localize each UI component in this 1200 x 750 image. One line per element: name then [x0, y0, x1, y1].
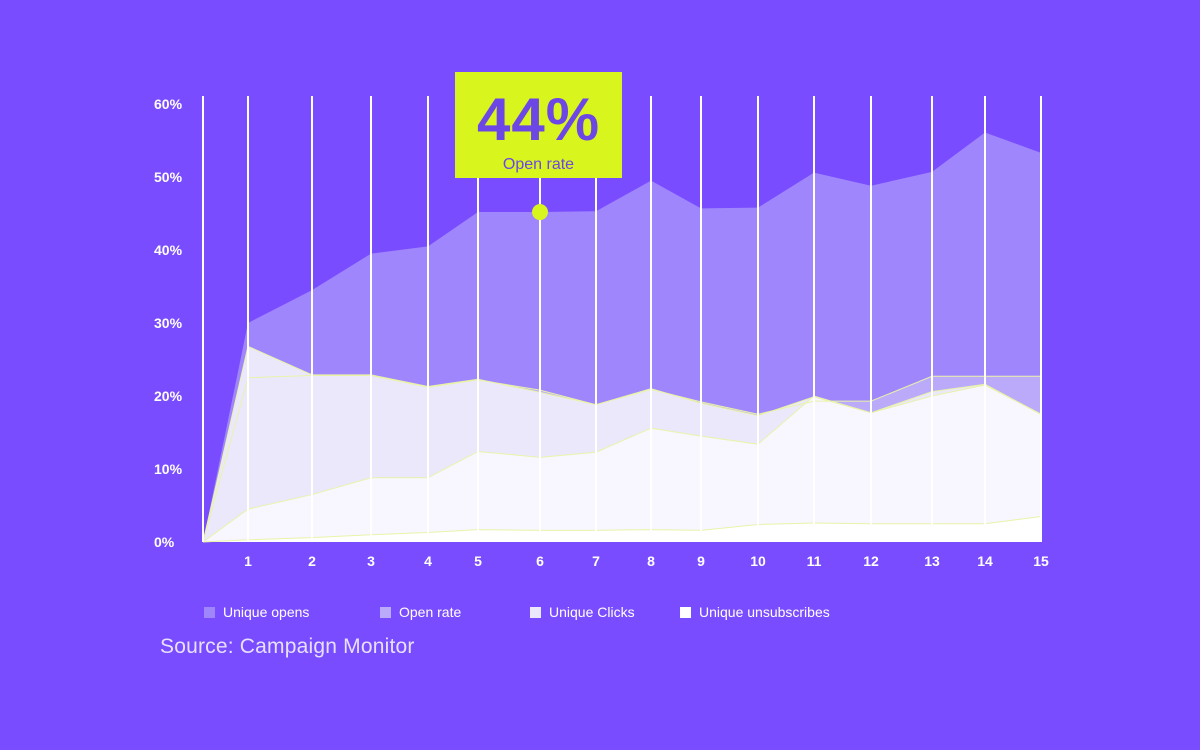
x-tick-label: 13 [924, 553, 940, 569]
legend-label: Unique opens [223, 604, 310, 620]
x-tick-label: 6 [536, 553, 544, 569]
callout-value: 44% [476, 86, 601, 153]
y-tick-label: 60% [154, 96, 183, 112]
series-line-2 [202, 345, 1042, 543]
x-tick-label: 12 [863, 553, 879, 569]
x-tick-label: 11 [807, 553, 822, 569]
legend-label: Open rate [399, 604, 462, 620]
series-area-3 [203, 385, 1041, 542]
source-caption: Source: Campaign Monitor [160, 635, 415, 658]
x-tick-label: 14 [977, 553, 993, 569]
legend-swatch [530, 606, 541, 618]
y-tick-label: 20% [154, 388, 183, 404]
legend-swatch [680, 606, 691, 618]
x-tick-label: 10 [750, 553, 766, 569]
callout-label: Open rate [502, 156, 575, 173]
legend-swatch [204, 606, 215, 618]
y-tick-label: 30% [154, 315, 183, 331]
y-tick-label: 50% [154, 169, 183, 185]
x-tick-label: 15 [1033, 553, 1049, 569]
legend-swatch [380, 606, 391, 618]
legend-label: Unique Clicks [549, 604, 635, 620]
y-tick-label: 0% [154, 534, 175, 550]
series-line-3 [202, 384, 1042, 543]
x-tick-label: 4 [424, 553, 432, 569]
legend-item-unique-clicks: Unique Clicks [530, 604, 680, 620]
x-tick-label: 1 [244, 553, 252, 569]
x-tick-label: 5 [474, 553, 482, 569]
legend-item-open-rate: Open rate [380, 604, 530, 620]
legend-item-unique-opens: Unique opens [204, 604, 380, 620]
x-tick-label: 8 [647, 553, 655, 569]
legend: Unique opens Open rate Unique Clicks Uni… [204, 604, 880, 620]
highlight-point [532, 204, 548, 221]
legend-label: Unique unsubscribes [699, 604, 830, 620]
x-tick-label: 2 [308, 553, 316, 569]
series-area-4 [203, 516, 1041, 542]
x-tick-label: 3 [367, 553, 375, 569]
legend-item-unique-unsubscribes: Unique unsubscribes [680, 604, 880, 620]
x-tick-label: 7 [592, 553, 600, 569]
open-rate-callout: 44% Open rate [455, 72, 622, 178]
series-line-4 [202, 515, 1042, 543]
y-tick-label: 10% [154, 461, 183, 477]
y-tick-label: 40% [154, 242, 183, 258]
x-tick-label: 9 [697, 553, 705, 569]
